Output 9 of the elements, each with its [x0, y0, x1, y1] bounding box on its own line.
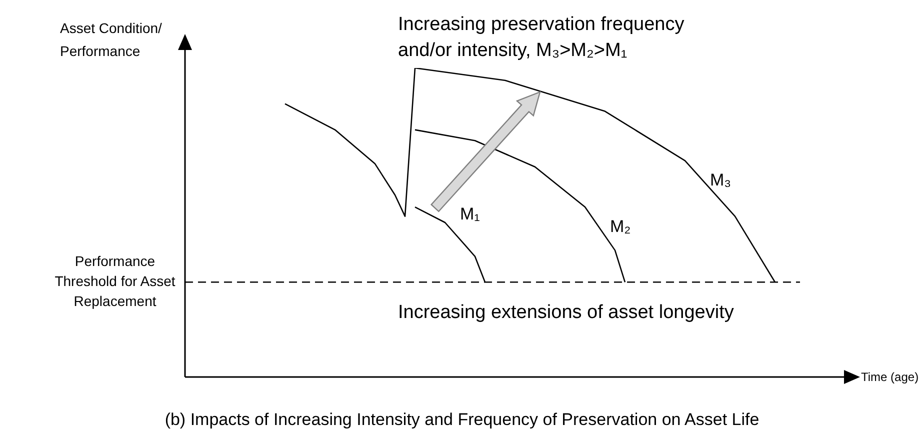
text: (b) Impacts of Increasing Intensity and Frequency of Preservation on Asset Life — [164, 410, 760, 429]
y-axis-title: Asset Condition/ Performance — [60, 20, 162, 59]
x-axis-title: Time (age) — [861, 370, 919, 384]
series-label: M₂ — [610, 217, 631, 236]
series-label: M₃ — [710, 170, 732, 190]
ref-line-label: Performance Threshold for Asset Replacement — [54, 252, 176, 309]
text: Increasing preservation frequency and/or intensity, M₃>M₂>M₁ — [398, 14, 685, 61]
series-label: M₁ — [460, 204, 480, 224]
annotation: Increasing extensions of asset longevity — [398, 302, 734, 323]
